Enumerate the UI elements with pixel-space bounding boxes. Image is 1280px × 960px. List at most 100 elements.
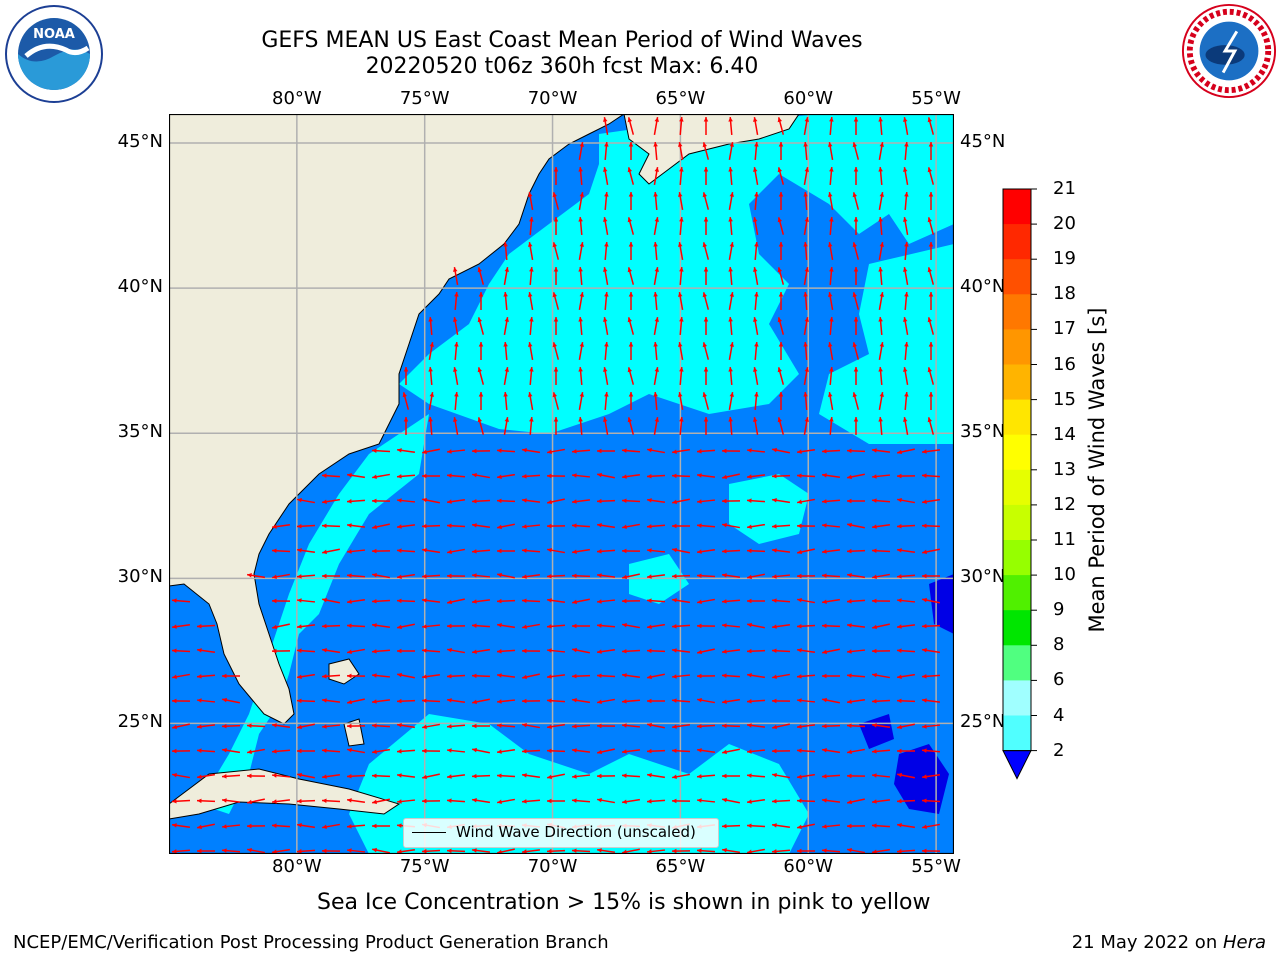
wind-arrow-head xyxy=(677,292,683,297)
wind-arrow-head xyxy=(772,772,777,778)
wind-arrow-head xyxy=(522,548,527,553)
wind-arrow-head xyxy=(572,798,577,803)
wind-arrow-head xyxy=(597,649,602,654)
wind-arrow-head xyxy=(829,417,834,422)
colorbar-tick-label: 16 xyxy=(1053,353,1076,375)
wind-arrow-head xyxy=(772,674,777,680)
wind-arrow-head xyxy=(604,392,609,397)
wind-arrow-head xyxy=(472,549,477,554)
wind-arrow-head xyxy=(672,648,677,653)
wind-arrow-head xyxy=(622,699,627,704)
lat-lon-grid xyxy=(169,114,954,854)
wind-arrow-head xyxy=(697,623,702,629)
wind-arrow-head xyxy=(197,848,202,854)
wind-arrow-head xyxy=(752,317,758,322)
wind-arrow-head xyxy=(222,748,227,753)
wind-arrow-head xyxy=(547,449,552,455)
wind-arrow-head xyxy=(722,474,728,480)
wind-arrow-head xyxy=(847,599,852,604)
wind-arrow-head xyxy=(672,748,677,754)
wind-arrow-head xyxy=(797,623,802,629)
wind-arrow-head xyxy=(822,549,827,554)
wind-arrow-head xyxy=(272,823,277,828)
wind-arrow-head xyxy=(547,624,552,629)
wind-arrow-head xyxy=(628,292,634,297)
wind-arrow-head xyxy=(722,723,727,729)
wind-arrow-head xyxy=(478,292,484,297)
wind-arrow-head xyxy=(452,267,458,272)
wind-arrow-head xyxy=(922,523,927,529)
wind-arrow-head xyxy=(504,367,510,372)
wind-arrow-head xyxy=(272,723,277,728)
wind-arrow-head xyxy=(897,772,902,778)
wind-arrow-head xyxy=(347,599,352,604)
wind-arrow-head xyxy=(729,392,735,397)
wind-arrow-head xyxy=(447,673,452,679)
wind-arrow-head xyxy=(822,748,827,753)
colorbar-segment xyxy=(1003,189,1031,225)
wind-arrow-head xyxy=(672,598,677,603)
wind-arrow-head xyxy=(872,598,877,604)
wind-arrow-head xyxy=(847,773,852,779)
wind-arrow-head xyxy=(927,417,933,423)
wind-arrow-head xyxy=(527,192,533,197)
wind-arrow-head xyxy=(922,798,927,804)
wind-arrow-head xyxy=(647,698,652,704)
wind-arrow-head xyxy=(447,573,452,579)
wind-arrow-head xyxy=(804,367,810,372)
wind-arrow-head xyxy=(822,649,827,655)
wind-arrow-head xyxy=(679,367,684,372)
wind-arrow-head xyxy=(627,217,633,223)
wind-arrow-head xyxy=(572,473,577,478)
wind-arrow-head xyxy=(627,117,633,123)
wind-arrow-head xyxy=(679,217,684,222)
wind-arrow-head xyxy=(697,848,702,853)
wind-arrow-head xyxy=(272,648,277,654)
wind-arrow-head xyxy=(297,648,302,653)
wind-arrow-head xyxy=(747,524,752,529)
wind-arrow-head xyxy=(604,292,609,297)
wind-arrow-head xyxy=(597,673,602,679)
wind-arrow-head xyxy=(572,573,577,579)
wind-arrow-head xyxy=(272,773,277,778)
wind-arrow-head xyxy=(522,849,527,854)
footer-date: 21 May 2022 on Hera xyxy=(1072,932,1266,953)
wind-arrow-head xyxy=(847,823,852,829)
wind-arrow-head xyxy=(597,773,602,779)
wind-arrow-head xyxy=(878,367,883,372)
wind-arrow-head xyxy=(497,623,502,628)
wind-arrow-head xyxy=(827,292,833,297)
wind-arrow-head xyxy=(422,497,427,503)
wind-arrow-head xyxy=(904,292,909,297)
wind-arrow-head xyxy=(597,599,602,604)
wind-arrow-head xyxy=(428,317,433,322)
wind-arrow-head xyxy=(697,499,702,504)
wind-arrow-head xyxy=(702,292,708,298)
wind-arrow-head xyxy=(452,367,458,372)
wind-arrow-head xyxy=(372,448,377,454)
wind-arrow-head xyxy=(497,673,502,678)
wind-arrow-head xyxy=(672,523,677,529)
wind-arrow-head xyxy=(847,673,852,678)
wind-arrow-head xyxy=(247,573,252,578)
wind-arrow-head xyxy=(372,699,377,704)
wind-arrow-head xyxy=(627,417,633,423)
wind-arrow-head xyxy=(472,498,477,504)
wind-arrow-head xyxy=(872,574,877,580)
wind-arrow-head xyxy=(197,724,202,729)
wind-arrow-head xyxy=(628,242,634,247)
wind-arrow-head xyxy=(422,698,427,704)
wind-arrow-head xyxy=(729,292,735,297)
wind-arrow-head xyxy=(522,674,528,680)
wind-arrow-head xyxy=(547,523,552,529)
lon-tick-label-top: 75°W xyxy=(399,88,450,109)
wind-arrow-head xyxy=(703,267,709,272)
wind-arrow-head xyxy=(797,597,802,603)
wind-arrow-head xyxy=(597,472,602,478)
wind-arrow-head xyxy=(897,523,902,529)
wind-arrow-head xyxy=(472,747,477,753)
wind-arrow-head xyxy=(297,598,302,603)
wind-arrow-head xyxy=(622,648,627,654)
wind-arrow-head xyxy=(772,648,777,654)
legend-label: Wind Wave Direction (unscaled) xyxy=(456,823,696,841)
